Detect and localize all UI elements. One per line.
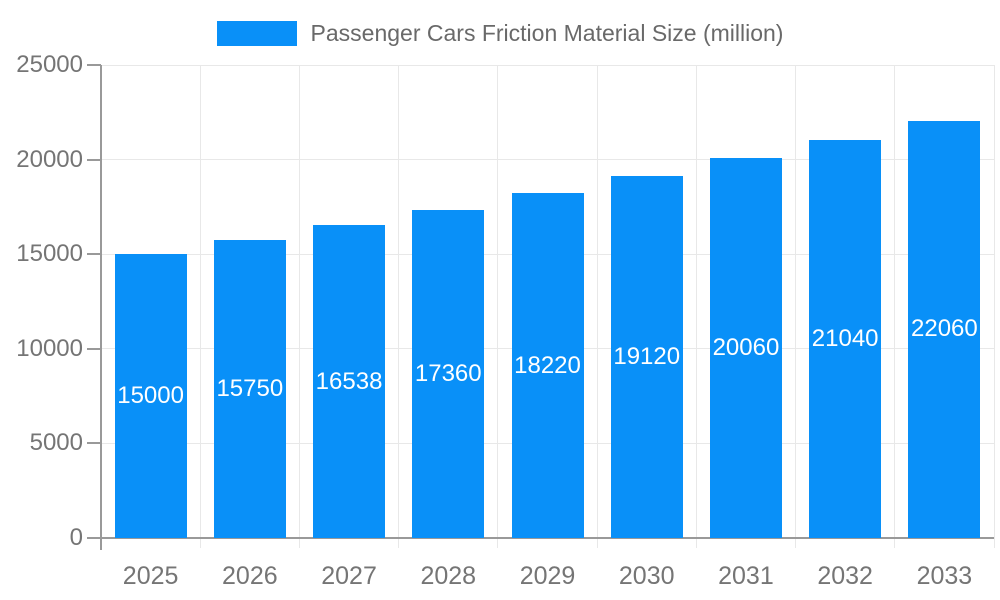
bar-value-label: 21040 — [811, 324, 879, 352]
bar[interactable] — [313, 225, 386, 538]
bar[interactable] — [114, 254, 187, 538]
x-axis-tick-label: 2029 — [519, 562, 576, 590]
y-axis-tick — [87, 64, 101, 66]
bar[interactable] — [709, 158, 782, 538]
bar[interactable] — [809, 139, 882, 538]
x-axis-tick-label: 2025 — [122, 562, 179, 590]
gridline-vertical — [596, 65, 598, 548]
gridline-vertical — [497, 65, 499, 548]
y-axis-tick-label: 20000 — [16, 145, 83, 173]
bar-value-label: 18220 — [514, 351, 581, 379]
gridline-vertical — [398, 65, 400, 548]
y-axis-tick-label: 10000 — [16, 334, 83, 362]
bar-value-label: 17360 — [414, 359, 482, 387]
y-axis-tick — [87, 442, 101, 445]
gridline-vertical — [993, 65, 995, 548]
bar-value-label: 22060 — [911, 315, 978, 343]
legend[interactable]: Passenger Cars Friction Material Size (m… — [0, 18, 1000, 48]
legend-label: Passenger Cars Friction Material Size (m… — [310, 20, 784, 46]
bar[interactable] — [610, 176, 683, 538]
bar-value-label: 15750 — [216, 375, 284, 402]
gridline-vertical — [894, 65, 896, 548]
bar[interactable] — [908, 120, 981, 538]
y-axis-line — [100, 65, 102, 550]
bar[interactable] — [412, 209, 485, 538]
gridline-vertical — [795, 65, 797, 548]
bar-value-label: 16538 — [315, 367, 383, 395]
legend-swatch[interactable] — [216, 20, 297, 46]
bar-value-label: 19120 — [613, 343, 681, 371]
x-axis-tick-label: 2033 — [916, 562, 973, 590]
x-axis-tick-label: 2028 — [420, 562, 477, 590]
y-axis-tick-label: 5000 — [29, 429, 83, 457]
x-axis-tick-label: 2031 — [718, 562, 774, 590]
x-axis-tick-label: 2027 — [321, 562, 377, 590]
x-axis-tick-label: 2032 — [817, 562, 873, 590]
bar[interactable] — [511, 193, 584, 538]
gridline-horizontal — [101, 64, 994, 66]
bar[interactable] — [213, 240, 286, 538]
x-axis-tick-label: 2030 — [618, 562, 675, 590]
gridline-vertical — [199, 65, 201, 548]
bar-value-label: 15000 — [117, 382, 184, 410]
y-axis-tick — [87, 253, 101, 256]
gridline-vertical — [298, 65, 300, 548]
gridline-horizontal — [101, 159, 994, 161]
y-axis-tick-label: 25000 — [16, 51, 83, 78]
y-axis-tick-label: 15000 — [16, 240, 83, 268]
gridline-vertical — [695, 65, 697, 548]
x-axis-line — [87, 537, 994, 539]
x-axis-tick-label: 2026 — [222, 562, 278, 590]
y-axis-tick — [87, 158, 101, 161]
y-axis-tick-label: 0 — [69, 524, 83, 551]
y-axis-tick — [87, 347, 101, 350]
bar-value-label: 20060 — [712, 334, 780, 362]
